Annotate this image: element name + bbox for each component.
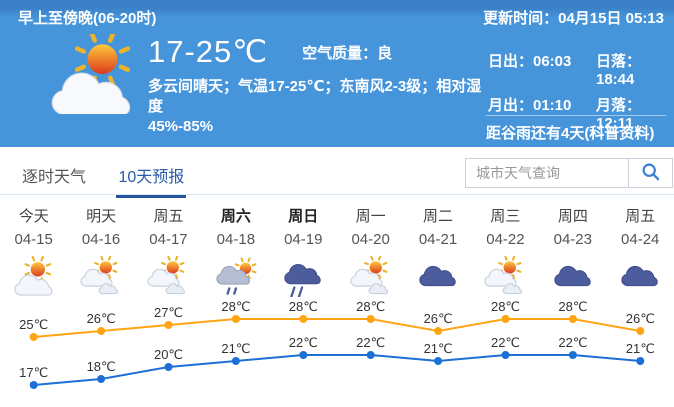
moonset-time: 月落：12:11 [596, 97, 642, 132]
search-button[interactable] [628, 158, 673, 188]
forecast-day-column[interactable]: 周日 04-19 [270, 205, 337, 301]
weather-description: 多云间晴天；气温17-25℃；东南风2-3级；相对湿度 45%-85% [148, 77, 488, 137]
forecast-day-column[interactable]: 周六 04-18 [202, 205, 269, 301]
day-date: 04-23 [553, 231, 592, 248]
svg-text:22℃: 22℃ [491, 335, 520, 350]
day-date: 04-21 [418, 231, 458, 248]
temperature-trend-chart: 25℃ 26℃ 27℃ 28℃ 28℃ 28℃ 26℃ 28℃ 28℃ 26℃ 17℃ 18℃ 20℃ 2… [19, 301, 655, 389]
day-date: 04-16 [81, 231, 121, 248]
svg-text:21℃: 21℃ [626, 341, 655, 356]
svg-text:17℃: 17℃ [19, 365, 48, 380]
day-name: 周六 [220, 208, 251, 225]
header-divider [486, 115, 666, 116]
sunrise-time: 日出：06:03 [488, 53, 572, 70]
forecast-day-column[interactable]: 周二 04-21 [404, 205, 471, 301]
day-name: 今天 [18, 208, 49, 225]
svg-text:27℃: 27℃ [154, 305, 183, 320]
overcast-icon [539, 251, 606, 301]
rain-icon [270, 251, 337, 301]
forecast-day-column[interactable]: 周四 04-23 [539, 205, 606, 301]
air-quality: 空气质量：良 [302, 44, 393, 62]
solar-term-note[interactable]: 距谷雨还有4天(科普资料) [486, 125, 655, 142]
sun-moon-times: 日出：06:03 日落：18:44 月出：01:10 月落：12:11 [488, 50, 674, 132]
tab-hourly-weather[interactable]: 逐时天气 [22, 169, 87, 186]
ten-day-forecast: 今天 04-15 明天 04-16 周五 04-17 周六 04-18 周日 04-19 周一 04-… [0, 195, 674, 403]
sun-two-clouds-icon [135, 251, 202, 301]
day-name: 周五 [625, 208, 656, 225]
forecast-day-column[interactable]: 周五 04-17 [135, 205, 202, 301]
update-time: 更新时间：04月15日 05:13 [483, 10, 664, 27]
day-name: 周四 [557, 208, 588, 225]
svg-text:26℃: 26℃ [87, 311, 116, 326]
svg-text:20℃: 20℃ [154, 347, 183, 362]
search-input[interactable] [465, 158, 628, 188]
svg-text:22℃: 22℃ [289, 335, 318, 350]
svg-text:21℃: 21℃ [424, 341, 453, 356]
svg-text:28℃: 28℃ [491, 301, 520, 314]
day-date: 04-15 [14, 231, 53, 248]
sun-two-clouds-icon [472, 251, 539, 301]
day-date: 04-18 [216, 231, 256, 248]
description-line2: 45%-85% [148, 118, 214, 135]
day-date: 04-24 [621, 231, 660, 248]
svg-text:26℃: 26℃ [424, 311, 453, 326]
day-name: 周五 [153, 208, 184, 225]
svg-text:28℃: 28℃ [289, 301, 318, 314]
tab-10day-forecast[interactable]: 10天预报 [116, 153, 187, 198]
forecast-day-column[interactable]: 周五 04-24 [607, 205, 674, 301]
svg-text:28℃: 28℃ [356, 301, 385, 314]
svg-text:25℃: 25℃ [19, 317, 48, 332]
svg-text:26℃: 26℃ [626, 311, 655, 326]
city-search [465, 158, 673, 188]
svg-text:21℃: 21℃ [221, 341, 250, 356]
svg-text:28℃: 28℃ [221, 301, 250, 314]
description-line1: 多云间晴天；气温17-25℃；东南风2-3级；相对湿度 [148, 78, 482, 115]
forecast-day-column[interactable]: 周三 04-22 [472, 205, 539, 301]
svg-text:22℃: 22℃ [356, 335, 385, 350]
day-name: 周二 [423, 208, 454, 225]
svg-text:28℃: 28℃ [558, 301, 587, 314]
forecast-day-column[interactable]: 周一 04-20 [337, 205, 404, 301]
day-name: 明天 [86, 208, 117, 225]
overcast-icon [404, 251, 471, 301]
current-weather-panel: 早上至傍晚(06-20时) 更新时间：04月15日 05:13 17-25℃ 空… [0, 0, 674, 147]
sun-two-clouds-icon [337, 251, 404, 301]
day-date: 04-20 [351, 231, 390, 248]
current-weather-icon [50, 31, 140, 119]
search-icon [641, 162, 661, 185]
moonrise-time: 月出：01:10 [488, 97, 572, 114]
forecast-days-row: 今天 04-15 明天 04-16 周五 04-17 周六 04-18 周日 04-19 周一 04-… [0, 195, 674, 301]
temperature-range: 17-25℃ [148, 34, 269, 69]
sun-two-clouds-icon [67, 251, 134, 301]
day-name: 周日 [288, 208, 319, 225]
forecast-day-column[interactable]: 今天 04-15 [0, 205, 67, 301]
day-name: 周一 [355, 208, 386, 225]
sun-cloud-icon [0, 251, 67, 301]
sunset-time: 日落：18:44 [596, 53, 642, 88]
forecast-period-label: 早上至傍晚(06-20时) [18, 10, 157, 27]
day-date: 04-17 [149, 231, 188, 248]
overcast-icon [607, 251, 674, 301]
svg-text:18℃: 18℃ [87, 359, 116, 374]
day-date: 04-19 [284, 231, 323, 248]
svg-text:22℃: 22℃ [558, 335, 587, 350]
day-name: 周三 [490, 208, 521, 225]
forecast-day-column[interactable]: 明天 04-16 [67, 205, 134, 301]
day-date: 04-22 [486, 231, 525, 248]
tab-bar: 逐时天气 10天预报 [0, 153, 674, 198]
shower-icon [202, 251, 269, 301]
